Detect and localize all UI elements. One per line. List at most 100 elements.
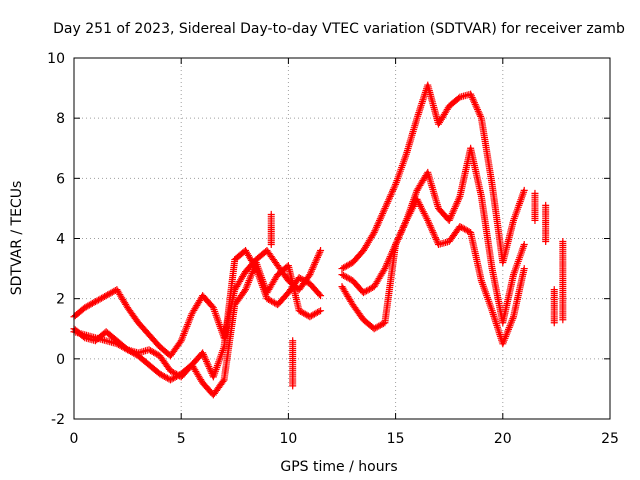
data-point (107, 289, 115, 297)
data-point (398, 225, 406, 233)
data-point (376, 321, 384, 329)
data-point (87, 300, 95, 308)
data-point (313, 308, 321, 316)
data-point (81, 304, 89, 312)
data-point (102, 292, 110, 300)
data-point (462, 226, 470, 234)
data-point (340, 264, 348, 272)
data-point (170, 369, 178, 377)
data-point (366, 285, 374, 293)
data-point (312, 309, 320, 317)
data-point (395, 232, 403, 240)
data-point (471, 100, 479, 108)
data-point (477, 112, 485, 120)
data-point (301, 277, 309, 285)
x-tick-label: 20 (494, 431, 512, 447)
data-point (160, 372, 168, 380)
data-point (379, 210, 387, 218)
data-point (199, 349, 207, 357)
data-point (384, 198, 392, 206)
data-point (469, 95, 477, 103)
data-point (159, 372, 167, 380)
data-point (303, 311, 311, 319)
data-point (147, 347, 155, 355)
data-point (427, 223, 435, 231)
data-point (385, 194, 393, 202)
data-point (307, 267, 315, 275)
data-point (446, 215, 454, 223)
data-point (476, 111, 484, 119)
data-points (70, 81, 567, 399)
x-tick-label: 15 (387, 431, 405, 447)
data-point (383, 199, 391, 207)
data-point (300, 276, 308, 284)
data-point (96, 295, 104, 303)
data-point (90, 299, 98, 307)
data-point (459, 224, 467, 232)
data-point (428, 225, 436, 233)
data-point (472, 102, 480, 110)
data-point (468, 94, 476, 102)
data-point (374, 220, 382, 228)
data-point (315, 290, 323, 298)
data-point (396, 230, 404, 238)
data-point (426, 222, 434, 230)
data-point (433, 237, 441, 245)
data-point (393, 237, 401, 245)
data-point (151, 349, 159, 357)
data-point (454, 196, 462, 204)
data-point (456, 222, 464, 230)
data-point (116, 342, 124, 350)
data-point (364, 286, 372, 294)
data-point (219, 377, 227, 385)
data-point (306, 271, 314, 279)
data-point (424, 216, 432, 224)
data-point (313, 253, 321, 261)
data-point (307, 312, 315, 320)
data-point (451, 204, 459, 212)
data-point (162, 373, 170, 381)
data-point (311, 259, 319, 267)
data-point (298, 275, 306, 283)
data-point (202, 357, 210, 365)
data-point (377, 213, 385, 221)
data-point (431, 232, 439, 240)
data-point (363, 287, 371, 295)
data-point (372, 223, 380, 231)
data-point (382, 203, 390, 211)
data-point (375, 218, 383, 226)
series-track-a (70, 247, 325, 360)
data-point (431, 234, 439, 242)
data-point (166, 376, 174, 384)
data-point (310, 262, 318, 270)
axis-ticks: 0 5 10 15 20 25 -2 0 2 4 6 8 10 (47, 51, 619, 447)
data-point (451, 203, 459, 211)
data-point (376, 216, 384, 224)
data-point (445, 216, 453, 224)
data-point (317, 292, 325, 300)
y-tick-label: 0 (56, 352, 65, 368)
data-point (206, 366, 214, 374)
data-point (269, 298, 277, 306)
data-point (389, 186, 397, 194)
data-point (381, 265, 389, 273)
data-point (370, 325, 378, 333)
data-point (88, 299, 96, 307)
data-point (398, 227, 406, 235)
data-point (382, 261, 390, 269)
data-point (464, 227, 472, 235)
y-tick-label: -2 (51, 412, 65, 428)
data-point (163, 374, 171, 382)
data-point (341, 272, 349, 280)
data-point (380, 206, 388, 214)
data-point (385, 196, 393, 204)
data-point (84, 302, 92, 310)
data-point (378, 211, 386, 219)
data-point (122, 345, 130, 353)
data-point (467, 90, 475, 98)
data-point (455, 194, 463, 202)
data-point (343, 262, 351, 270)
data-point (297, 308, 305, 316)
data-point (432, 235, 440, 243)
data-point (344, 274, 352, 282)
